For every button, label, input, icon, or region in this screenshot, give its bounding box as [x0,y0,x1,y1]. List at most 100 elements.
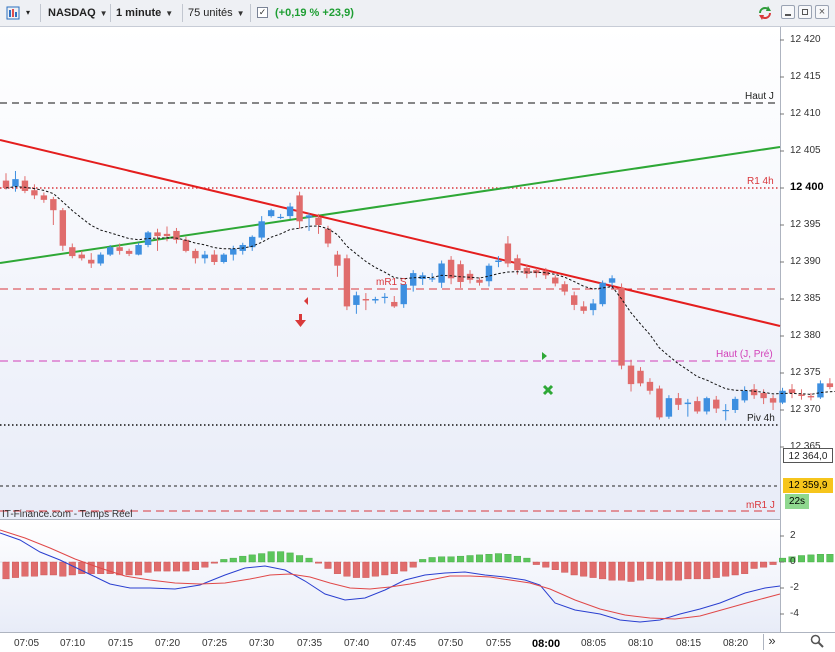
histogram-bar [182,561,190,572]
histogram-bar [580,561,588,577]
histogram-bar [428,557,436,563]
candle-body [637,370,644,384]
histogram-bar [116,561,124,576]
timeframe-select[interactable]: 1 minute ▼ [116,3,173,23]
candle-body [656,388,663,418]
histogram-bar [343,561,351,577]
candle-body [31,190,38,196]
candle-body [779,390,786,403]
histogram-bar [684,561,692,580]
histogram-bar [438,556,446,563]
candle-body [135,244,142,255]
candle-body [485,265,493,282]
time-label: 07:05 [14,638,40,649]
indicator-tick: 0 [790,556,796,567]
candle-body [504,243,512,264]
candle-body [561,284,568,292]
green-trendline[interactable] [0,146,781,264]
candle-body [514,258,521,271]
candle-body [419,275,426,280]
symbol-select[interactable]: NASDAQ ▼ [48,3,108,23]
candle-body [50,199,57,211]
chevron-down-icon[interactable]: ▾ [26,8,31,17]
candle-body [807,395,815,398]
candle-body [334,254,341,266]
time-label: 07:20 [155,638,181,649]
candle-body [684,402,692,405]
histogram-bar [513,555,521,563]
candle-body [315,217,322,225]
price-tick: 12 395 [790,219,821,230]
histogram-bar [239,555,247,563]
change-label: (+0,19 % +23,9) [275,7,354,19]
price-tick: 12 385 [790,293,821,304]
histogram-bar [779,557,787,563]
candle-body [457,264,464,282]
toolbar: ▾ NASDAQ ▼ 1 minute ▼ 75 unités ▼ ✓ (+0,19 … [0,0,835,27]
histogram-bar [504,554,512,563]
candle-body [608,278,616,283]
histogram-bar [11,561,19,578]
histogram-bar [703,561,711,580]
red-trendline[interactable] [0,139,781,327]
histogram-bar [68,561,76,576]
histogram-bar [144,561,152,573]
minimize-icon[interactable] [781,5,795,19]
scroll-right-button[interactable]: » [763,634,780,650]
histogram-bar [693,561,701,580]
candle-body [230,248,237,255]
r1-4h-label: R1 4h [747,176,774,187]
time-axis[interactable] [0,632,835,652]
candle-timer-badge: 22s [785,494,809,509]
time-label: 07:50 [438,638,464,649]
histogram-bar [315,561,323,564]
price-axis[interactable] [780,27,835,632]
histogram-bar [333,561,341,574]
candle-body [267,210,275,217]
histogram-bar [267,551,275,563]
histogram-bar [2,561,10,580]
candle-body [694,401,701,412]
histogram-bar [447,556,455,563]
price-chart-area[interactable] [0,27,780,519]
piv-4h-label: Piv 4h [747,413,775,424]
candle-body [220,254,228,262]
candle-body [447,259,455,279]
down-arrow-icon [295,314,306,327]
price-tick: 12 365 [790,441,821,448]
histogram-bar [201,561,209,568]
histogram-bar [286,552,294,563]
candle-body [125,250,133,254]
histogram-bar [608,561,616,581]
candle-body [391,301,398,307]
search-icon[interactable] [810,634,824,648]
candle-body [211,254,218,262]
time-label: 07:40 [344,638,370,649]
candle-body [438,263,445,283]
units-select[interactable]: 75 unités ▼ [188,3,245,23]
candle-body [362,299,370,301]
histogram-bar [409,561,417,568]
histogram-bar [324,561,332,569]
close-icon[interactable]: × [815,5,829,19]
histogram-bar [589,561,597,578]
time-label: 07:25 [202,638,228,649]
price-tick: 12 375 [790,367,821,378]
checkbox-icon[interactable]: ✓ [257,7,268,18]
histogram-bar [816,554,824,563]
histogram-bar [722,561,730,577]
candle-body [40,195,48,200]
candle-body [580,306,587,311]
candle-body [703,398,710,412]
data-source-label: IT-Finance.com - Temps Réel [2,509,133,520]
histogram-bar [655,561,663,581]
histogram-bar [646,561,654,580]
histogram-bar [561,561,569,573]
refresh-icon[interactable] [756,3,774,23]
histogram-bar [210,561,218,564]
histogram-bar [532,561,540,565]
grid-menu-button[interactable] [6,3,24,23]
histogram-bar [797,555,805,563]
maximize-icon[interactable] [798,5,812,19]
